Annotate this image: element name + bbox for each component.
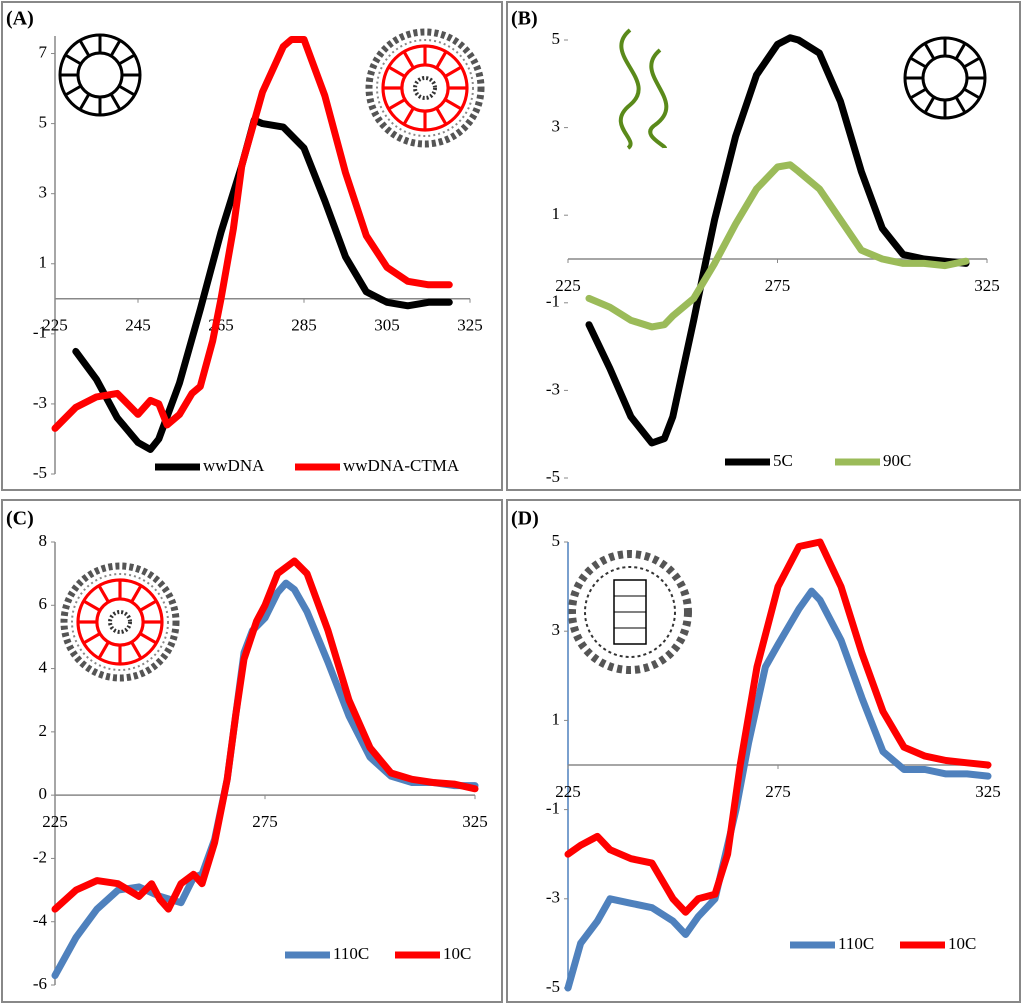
legend-label: 10C: [443, 944, 471, 963]
legend-label: 90C: [883, 451, 911, 470]
y-tick-label: 2: [39, 721, 48, 740]
x-tick-label: 325: [975, 782, 1001, 801]
y-tick-label: 1: [39, 253, 48, 272]
x-tick-label: 325: [974, 276, 1000, 295]
x-tick-label: 225: [42, 316, 68, 335]
legend-label: wwDNA: [203, 456, 265, 475]
panel-label: (C): [6, 508, 34, 530]
icon-dna: [618, 28, 669, 150]
data-line: [564, 538, 992, 916]
panel-border: [506, 499, 1021, 1003]
x-tick-label: 225: [42, 812, 68, 831]
y-tick-label: 3: [552, 620, 561, 639]
icon-wheel: [58, 33, 142, 117]
icon-wheel: [903, 36, 987, 120]
y-tick-label: -1: [546, 292, 560, 311]
data-line: [72, 116, 453, 453]
icon-micelle: [568, 550, 692, 674]
x-tick-label: 225: [555, 782, 581, 801]
y-tick-label: 5: [552, 29, 561, 48]
y-tick-label: 1: [552, 709, 561, 728]
data-line: [585, 34, 970, 447]
panel-label: (A): [6, 8, 34, 30]
panel-border: [506, 1, 1021, 491]
y-tick-label: 4: [39, 657, 48, 676]
panel-label: (B): [511, 8, 538, 30]
y-tick-label: -5: [33, 463, 47, 482]
y-tick-label: 3: [552, 117, 561, 136]
y-tick-label: 8: [39, 531, 48, 550]
x-tick-label: 325: [462, 812, 488, 831]
y-tick-label: -6: [33, 974, 47, 993]
y-tick-label: 7: [39, 42, 48, 61]
y-tick-label: -3: [33, 393, 47, 412]
panel-label: (D): [511, 508, 539, 530]
legend-label: 5C: [773, 451, 793, 470]
panel-border: [1, 1, 503, 491]
panel-border: [1, 499, 503, 1003]
data-line: [585, 161, 970, 331]
data-line: [51, 557, 479, 913]
x-tick-label: 275: [252, 812, 278, 831]
x-tick-label: 275: [765, 782, 791, 801]
y-tick-label: 1: [552, 204, 561, 223]
legend-label: wwDNA-CTMA: [343, 456, 460, 475]
x-tick-label: 325: [457, 316, 483, 335]
y-tick-label: 5: [552, 531, 561, 550]
y-tick-label: 5: [39, 113, 48, 132]
y-tick-label: -1: [546, 799, 560, 818]
x-tick-label: 275: [765, 276, 791, 295]
data-line: [564, 587, 992, 992]
legend-label: 110C: [838, 934, 874, 953]
y-tick-label: 0: [39, 784, 48, 803]
y-tick-label: -3: [546, 379, 560, 398]
data-line: [51, 36, 453, 432]
x-tick-label: 305: [374, 316, 400, 335]
y-tick-label: -4: [33, 911, 48, 930]
x-tick-label: 245: [125, 316, 151, 335]
y-tick-label: -3: [546, 888, 560, 907]
icon-coated-wheel: [369, 32, 481, 144]
y-tick-label: -5: [546, 467, 560, 486]
y-tick-label: 3: [39, 183, 48, 202]
legend-label: 10C: [948, 934, 976, 953]
legend-label: 110C: [333, 944, 369, 963]
y-tick-label: -1: [33, 323, 47, 342]
y-tick-label: -2: [33, 847, 47, 866]
y-tick-label: 6: [39, 594, 48, 613]
x-tick-label: 225: [555, 276, 581, 295]
y-tick-label: -5: [546, 977, 560, 996]
x-tick-label: 285: [291, 316, 317, 335]
icon-coated-wheel: [64, 566, 176, 678]
